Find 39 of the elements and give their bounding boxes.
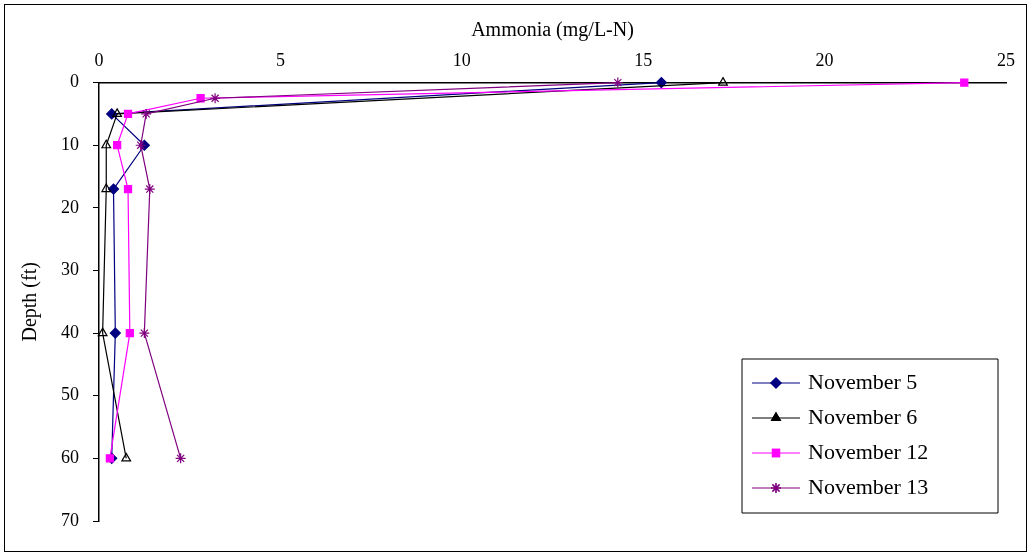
point	[109, 327, 121, 339]
point	[101, 139, 112, 149]
point	[612, 77, 624, 89]
y-tick-label: 50	[61, 384, 79, 405]
x-tick-label: 0	[94, 49, 104, 70]
legend-label: November 5	[808, 368, 918, 394]
x-tick-label: 15	[634, 49, 653, 70]
point	[97, 327, 108, 337]
x-tick-label: 25	[997, 49, 1015, 70]
point	[144, 183, 156, 195]
point	[960, 78, 969, 87]
point	[121, 452, 132, 462]
legend-label: November 12	[808, 438, 929, 464]
point	[209, 92, 221, 104]
point	[123, 184, 133, 194]
y-tick-label: 70	[61, 509, 79, 530]
x-tick-label: 20	[815, 49, 834, 70]
y-tick-label: 10	[61, 133, 79, 154]
x-axis-title: Ammonia (mg/L-N)	[471, 18, 634, 42]
point	[107, 183, 120, 195]
x-tick-label: 10	[452, 49, 471, 70]
y-tick-label: 40	[61, 321, 79, 342]
x-tick-label: 5	[275, 49, 285, 70]
point	[138, 327, 150, 339]
y-axis-title: Depth (ft)	[18, 262, 42, 342]
y-tick-label: 0	[70, 71, 79, 92]
point	[125, 328, 134, 338]
point	[718, 77, 728, 86]
y-tick-label: 20	[61, 196, 79, 217]
point	[140, 108, 152, 120]
legend-label: November 6	[808, 403, 918, 429]
y-tick-label: 60	[61, 447, 79, 468]
point	[101, 183, 112, 193]
point	[113, 141, 122, 150]
point	[123, 109, 133, 119]
point	[175, 452, 187, 464]
point	[112, 108, 123, 118]
legend-label: November 13	[808, 473, 929, 499]
y-tick-label: 30	[61, 259, 79, 280]
